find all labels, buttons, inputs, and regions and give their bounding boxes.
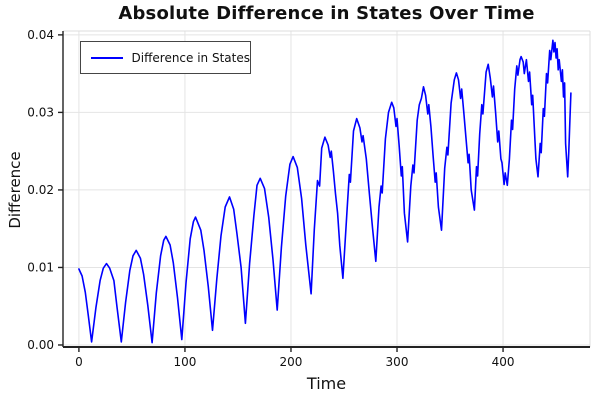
y-axis-label: Difference xyxy=(6,151,24,229)
legend-line-sample xyxy=(91,56,123,59)
x-tick-label: 300 xyxy=(386,355,409,369)
y-tick-label: 0.02 xyxy=(27,183,54,197)
x-axis-label: Time xyxy=(306,374,347,393)
gridlines xyxy=(63,31,590,347)
legend-label: Difference in States xyxy=(131,50,250,65)
x-tick-label: 100 xyxy=(173,355,196,369)
y-tick-label: 0.01 xyxy=(27,260,54,274)
y-tick-label: 0.04 xyxy=(27,28,54,42)
difference-line-series xyxy=(78,39,572,344)
axes-frame xyxy=(62,30,591,348)
axis-ticks: 0 100 200 300 400 0.00 0.01 0.02 0.03 0.04 xyxy=(27,28,514,369)
series-polyline xyxy=(78,39,572,344)
x-tick-label: 200 xyxy=(280,355,303,369)
chart-title: Absolute Difference in States Over Time xyxy=(118,3,535,24)
y-tick-label: 0.03 xyxy=(27,105,54,119)
x-tick-label: 400 xyxy=(492,355,515,369)
legend-box: Difference in States xyxy=(80,41,251,74)
y-tick-label: 0.00 xyxy=(27,338,54,352)
x-tick-label: 0 xyxy=(75,355,83,369)
